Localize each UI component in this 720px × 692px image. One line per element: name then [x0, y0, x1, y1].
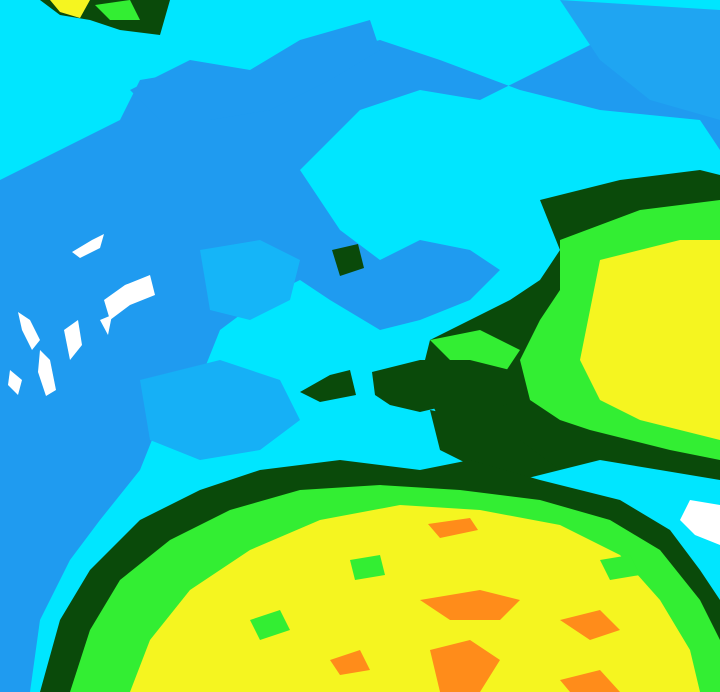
region-orange	[330, 518, 620, 692]
region-green	[250, 555, 640, 640]
region-yellow	[580, 240, 720, 440]
region-dark-green	[300, 244, 560, 480]
region-blue-light	[200, 240, 300, 320]
region-blue	[130, 20, 380, 120]
region-blue	[560, 0, 720, 120]
region-green	[95, 0, 140, 20]
region-blue	[0, 20, 720, 692]
region-yellow	[50, 0, 90, 18]
region-blue-light	[140, 360, 300, 460]
white-speckles	[8, 234, 720, 545]
region-yellow	[130, 505, 700, 692]
